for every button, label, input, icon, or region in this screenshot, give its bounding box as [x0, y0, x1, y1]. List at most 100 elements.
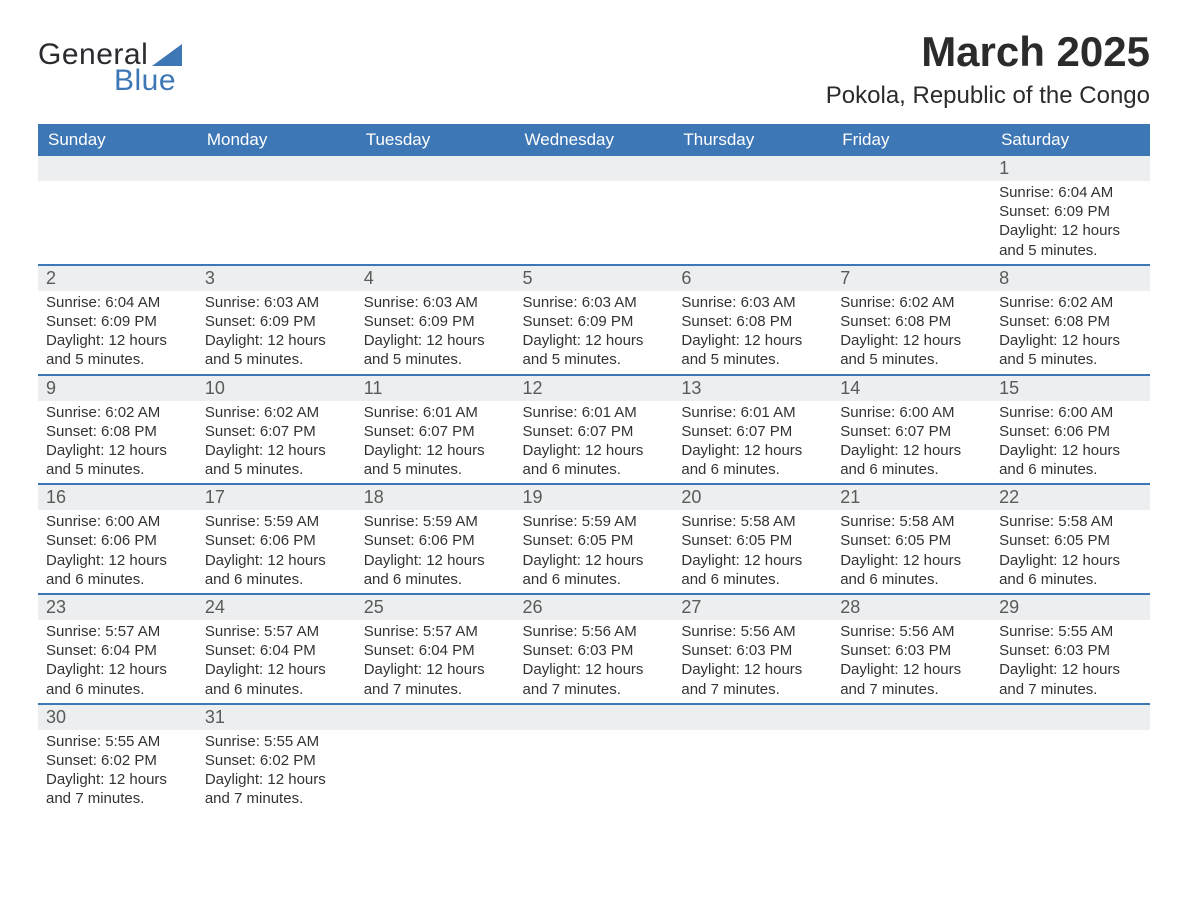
day-sunset-text: Sunset: 6:09 PM	[364, 312, 507, 331]
day-day1-text: Daylight: 12 hours	[364, 331, 507, 350]
day-day2-text: and 6 minutes.	[364, 570, 507, 589]
day-number-cell: 22	[991, 484, 1150, 510]
day-detail-cell: Sunrise: 6:03 AMSunset: 6:09 PMDaylight:…	[356, 291, 515, 375]
day-sunset-text: Sunset: 6:03 PM	[523, 641, 666, 660]
day-day2-text: and 6 minutes.	[523, 570, 666, 589]
day-sunrise-text: Sunrise: 5:56 AM	[681, 622, 824, 641]
day-detail-cell: Sunrise: 5:58 AMSunset: 6:05 PMDaylight:…	[991, 510, 1150, 594]
title-block: March 2025 Pokola, Republic of the Congo	[826, 28, 1150, 110]
day-number-cell: 21	[832, 484, 991, 510]
day-day1-text: Daylight: 12 hours	[205, 551, 348, 570]
day-sunset-text: Sunset: 6:04 PM	[205, 641, 348, 660]
page-header: General Blue March 2025 Pokola, Republic…	[38, 28, 1150, 110]
day-detail-row: Sunrise: 5:55 AMSunset: 6:02 PM Daylight:…	[38, 730, 1150, 813]
day-sunrise-text: Sunrise: 6:04 AM	[999, 183, 1142, 202]
day-sunset-text: Sunset: 6:02 PM	[205, 751, 348, 770]
day-detail-cell: Sunrise: 5:57 AMSunset: 6:04 PMDaylight:…	[38, 620, 197, 704]
day-sunset-text: Sunset: 6:03 PM	[999, 641, 1142, 660]
day-sunset-text: Sunset: 6:06 PM	[46, 531, 189, 550]
day-day1-text: Daylight: 12 hours	[364, 551, 507, 570]
day-number-cell: 14	[832, 375, 991, 401]
day-number-cell	[515, 704, 674, 730]
day-day1-text: Daylight: 12 hours	[46, 551, 189, 570]
day-sunset-text: Sunset: 6:04 PM	[46, 641, 189, 660]
day-day2-text: and 5 minutes.	[364, 350, 507, 369]
day-day1-text: Daylight: 12 hours	[999, 221, 1142, 240]
day-detail-cell: Sunrise: 6:00 AMSunset: 6:06 PMDaylight:…	[38, 510, 197, 594]
day-number-cell: 1	[991, 156, 1150, 181]
day-day2-text: and 7 minutes.	[840, 680, 983, 699]
day-day2-text: and 5 minutes.	[364, 460, 507, 479]
day-sunset-text: Sunset: 6:07 PM	[523, 422, 666, 441]
day-day2-text: and 6 minutes.	[205, 570, 348, 589]
day-sunrise-text: Sunrise: 6:03 AM	[681, 293, 824, 312]
day-sunrise-text: Sunrise: 6:01 AM	[681, 403, 824, 422]
day-number-cell: 8	[991, 265, 1150, 291]
day-detail-cell	[356, 730, 515, 813]
day-sunrise-text: Sunrise: 5:57 AM	[364, 622, 507, 641]
day-detail-cell: Sunrise: 5:55 AMSunset: 6:02 PMDaylight:…	[38, 730, 197, 813]
day-number-row: 16171819202122	[38, 484, 1150, 510]
day-day2-text: and 5 minutes.	[46, 460, 189, 479]
day-detail-cell: Sunrise: 6:00 AMSunset: 6:07 PMDaylight:…	[832, 401, 991, 485]
day-detail-cell: Sunrise: 6:03 AMSunset: 6:08 PMDaylight:…	[673, 291, 832, 375]
day-detail-cell: Sunrise: 5:55 AMSunset: 6:02 PMDaylight:…	[197, 730, 356, 813]
day-day1-text: Daylight: 12 hours	[364, 660, 507, 679]
day-sunset-text: Sunset: 6:06 PM	[364, 531, 507, 550]
day-sunrise-text: Sunrise: 5:59 AM	[205, 512, 348, 531]
calendar-table: Sunday Monday Tuesday Wednesday Thursday…	[38, 124, 1150, 813]
day-number-cell: 16	[38, 484, 197, 510]
day-number-cell	[356, 704, 515, 730]
day-detail-cell: Sunrise: 5:57 AMSunset: 6:04 PMDaylight:…	[197, 620, 356, 704]
day-number-cell	[356, 156, 515, 181]
weekday-header: Monday	[197, 124, 356, 156]
day-detail-cell: Sunrise: 5:58 AMSunset: 6:05 PMDaylight:…	[832, 510, 991, 594]
day-day1-text: Daylight: 12 hours	[46, 770, 189, 789]
day-day2-text: and 5 minutes.	[681, 350, 824, 369]
day-detail-cell: Sunrise: 6:03 AMSunset: 6:09 PMDaylight:…	[515, 291, 674, 375]
day-sunrise-text: Sunrise: 6:02 AM	[46, 403, 189, 422]
day-number-cell: 15	[991, 375, 1150, 401]
day-sunset-text: Sunset: 6:08 PM	[681, 312, 824, 331]
day-day2-text: and 5 minutes.	[999, 241, 1142, 260]
day-day2-text: and 6 minutes.	[999, 570, 1142, 589]
day-detail-cell: Sunrise: 5:56 AMSunset: 6:03 PMDaylight:…	[515, 620, 674, 704]
day-detail-cell: Sunrise: 5:59 AMSunset: 6:06 PMDaylight:…	[356, 510, 515, 594]
day-day2-text: and 6 minutes.	[46, 680, 189, 699]
day-sunrise-text: Sunrise: 5:58 AM	[840, 512, 983, 531]
day-detail-cell	[673, 181, 832, 265]
day-sunrise-text: Sunrise: 6:04 AM	[46, 293, 189, 312]
day-number-cell: 10	[197, 375, 356, 401]
day-day1-text: Daylight: 12 hours	[681, 331, 824, 350]
brand-word-2: Blue	[114, 64, 176, 98]
day-day1-text: Daylight: 12 hours	[840, 660, 983, 679]
day-number-cell: 28	[832, 594, 991, 620]
day-detail-cell: Sunrise: 6:04 AMSunset: 6:09 PMDaylight:…	[991, 181, 1150, 265]
day-number-cell: 17	[197, 484, 356, 510]
day-number-cell: 29	[991, 594, 1150, 620]
day-day2-text: and 7 minutes.	[523, 680, 666, 699]
day-number-cell: 6	[673, 265, 832, 291]
day-sunset-text: Sunset: 6:09 PM	[46, 312, 189, 331]
day-detail-cell: Sunrise: 6:03 AMSunset: 6:09 PMDaylight:…	[197, 291, 356, 375]
day-sunset-text: Sunset: 6:07 PM	[364, 422, 507, 441]
day-day2-text: and 7 minutes.	[46, 789, 189, 808]
day-sunrise-text: Sunrise: 5:58 AM	[681, 512, 824, 531]
day-number-cell: 19	[515, 484, 674, 510]
day-number-row: 9101112131415	[38, 375, 1150, 401]
day-sunrise-text: Sunrise: 6:01 AM	[523, 403, 666, 422]
day-sunset-text: Sunset: 6:07 PM	[205, 422, 348, 441]
day-number-cell: 7	[832, 265, 991, 291]
day-sunset-text: Sunset: 6:05 PM	[840, 531, 983, 550]
day-day2-text: and 7 minutes.	[364, 680, 507, 699]
day-detail-cell: Sunrise: 6:00 AMSunset: 6:06 PMDaylight:…	[991, 401, 1150, 485]
day-day2-text: and 7 minutes.	[205, 789, 348, 808]
day-sunrise-text: Sunrise: 5:55 AM	[999, 622, 1142, 641]
day-sunset-text: Sunset: 6:05 PM	[999, 531, 1142, 550]
day-day2-text: and 7 minutes.	[999, 680, 1142, 699]
day-number-cell: 13	[673, 375, 832, 401]
day-day2-text: and 5 minutes.	[840, 350, 983, 369]
day-number-cell: 9	[38, 375, 197, 401]
day-day1-text: Daylight: 12 hours	[840, 551, 983, 570]
day-sunrise-text: Sunrise: 5:55 AM	[205, 732, 348, 751]
